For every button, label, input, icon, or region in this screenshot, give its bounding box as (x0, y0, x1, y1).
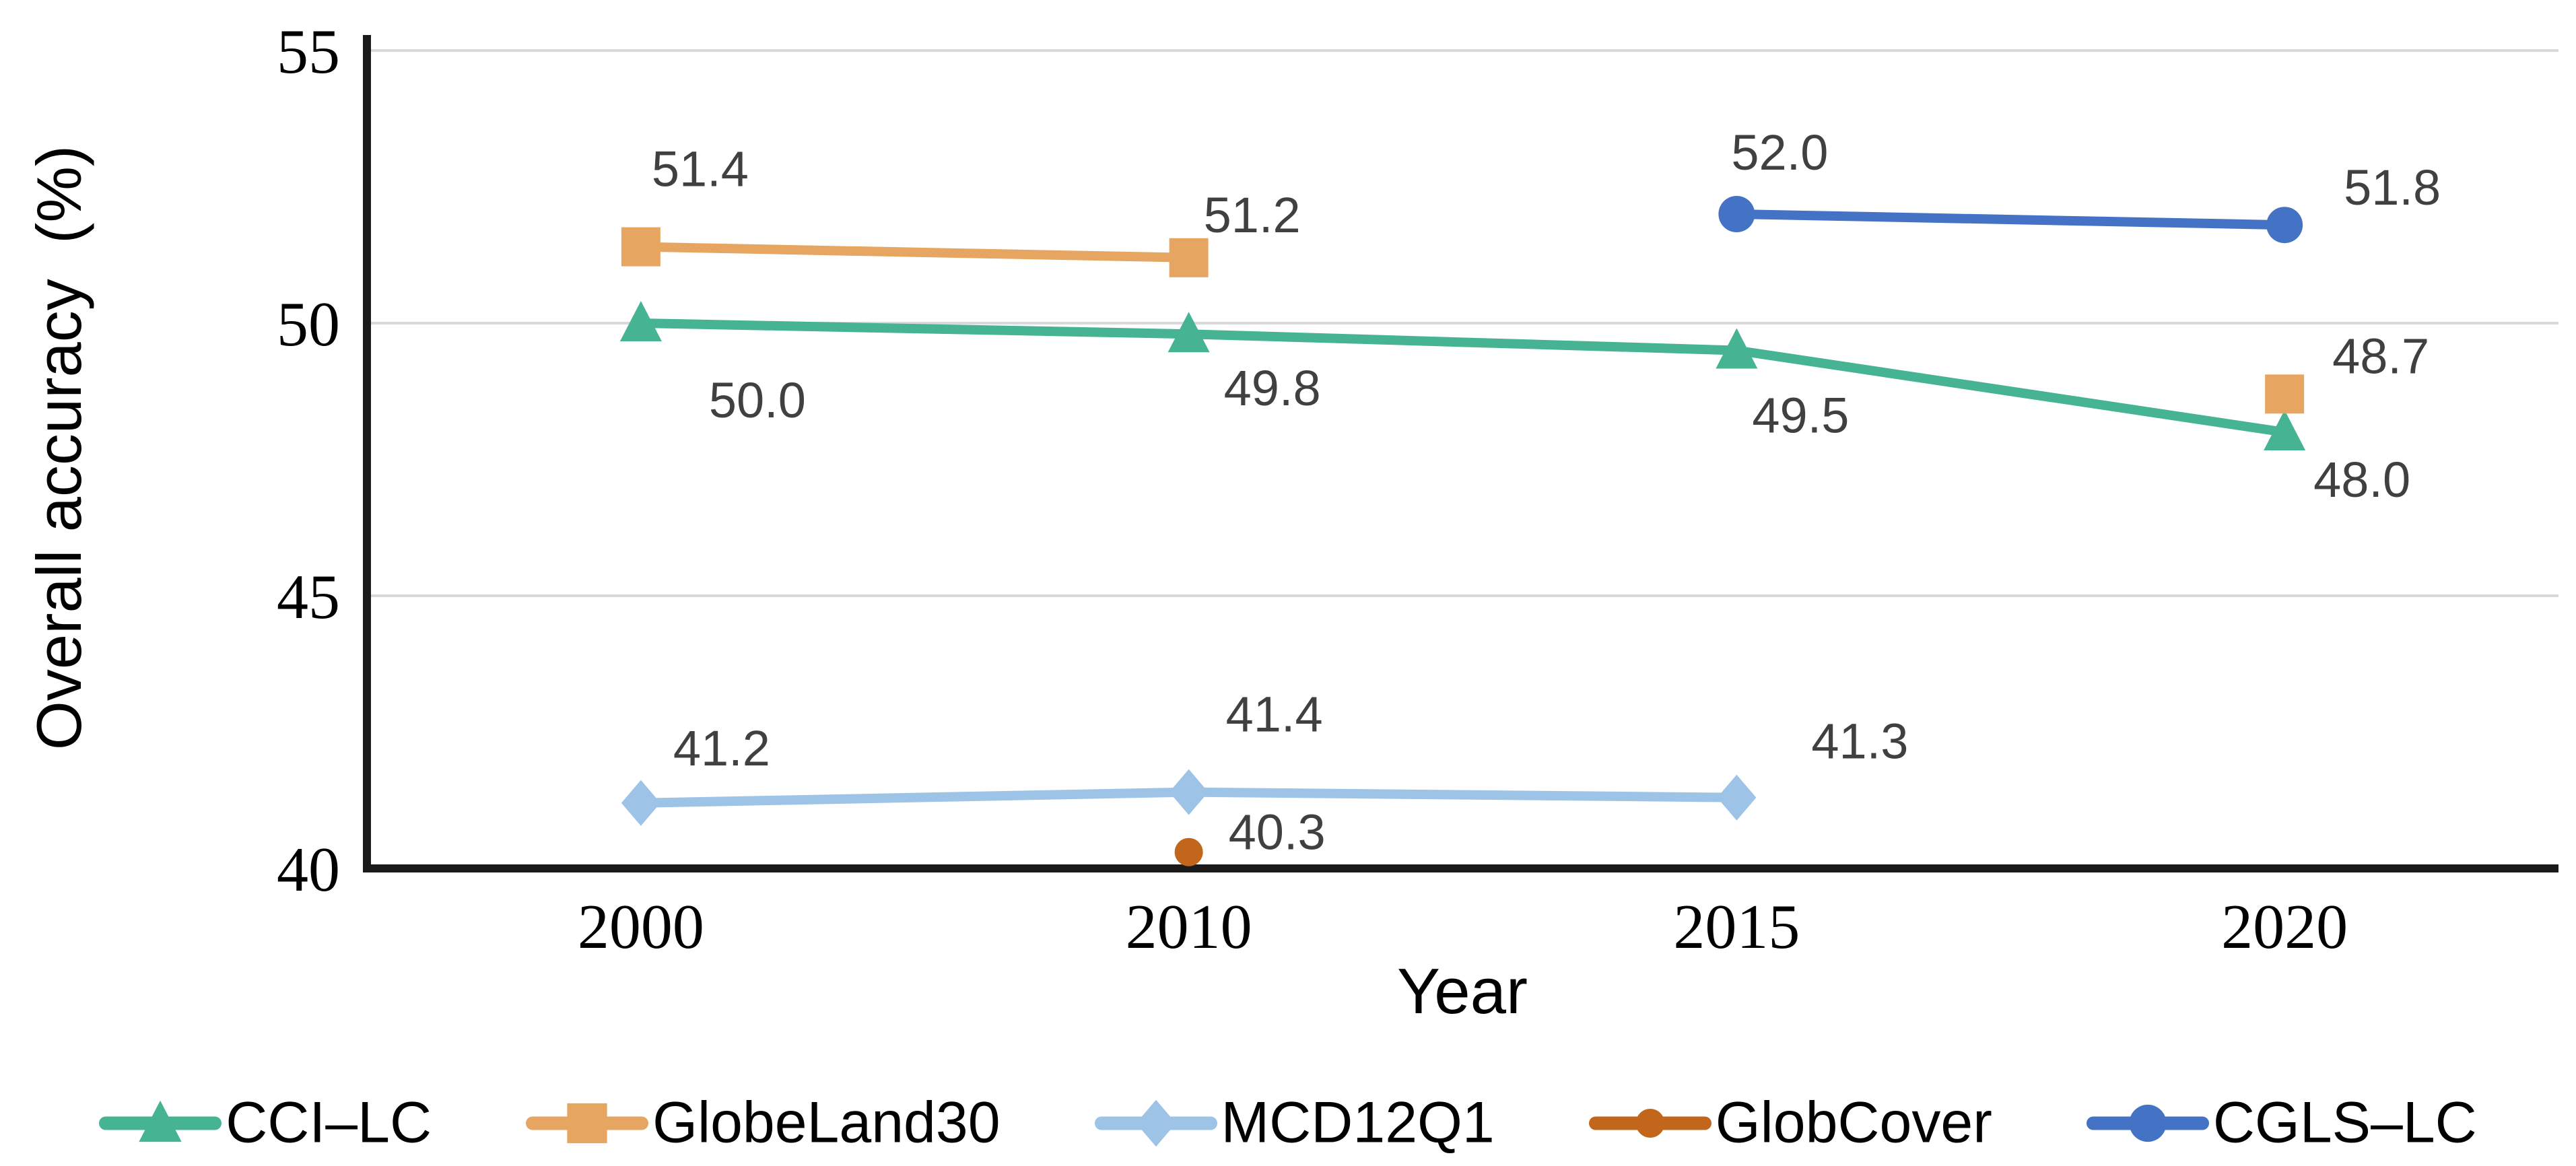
legend-label-globeland30: GlobeLand30 (652, 1090, 1001, 1155)
legend-swatch-globcover (1588, 1092, 1711, 1154)
legend-label-cgls-lc: CGLS–LC (2212, 1090, 2477, 1155)
diamond-marker-icon (1135, 1099, 1176, 1146)
data-label-mcd12q1-2000: 41.2 (673, 720, 770, 776)
data-label-globeland30-2000: 51.4 (652, 141, 749, 197)
legend-item-mcd12q1: MCD12Q1 (1094, 1090, 1495, 1157)
data-label-cgls-lc-2020: 51.8 (2344, 160, 2441, 215)
marker-cgls-lc-2015 (1718, 196, 1755, 232)
x-tick-label-2000: 2000 (578, 892, 704, 962)
legend-swatch-cgls-lc (2086, 1092, 2209, 1154)
y-tick-label-45: 45 (277, 562, 340, 632)
legend-item-globcover: GlobCover (1588, 1090, 1992, 1157)
legend-swatch-globeland30 (526, 1092, 649, 1154)
data-label-cci-lc-2010: 49.8 (1224, 360, 1321, 416)
y-tick-label-40: 40 (277, 835, 340, 905)
marker-cci-lc-2020 (2264, 410, 2306, 450)
legend-label-globcover: GlobCover (1715, 1090, 1992, 1155)
circle-marker-icon (2129, 1104, 2167, 1142)
series-line-globeland30 (636, 242, 1194, 263)
legend-label-mcd12q1: MCD12Q1 (1221, 1090, 1495, 1155)
marker-globeland30-2010 (1169, 238, 1209, 277)
marker-globeland30-2020 (2265, 374, 2305, 414)
y-axis-title: Overall accuracy (%) (24, 145, 94, 751)
legend-marker-cci-lc (139, 1100, 182, 1142)
series-line-cgls-lc (1732, 209, 2290, 230)
marker-cci-lc-2010 (1167, 312, 1210, 353)
data-label-cgls-lc-2015: 52.0 (1731, 125, 1828, 180)
series-line-cci-lc (636, 318, 2290, 437)
y-tick-label-55: 55 (277, 17, 340, 87)
marker-cci-lc-2000 (619, 301, 662, 341)
marker-cgls-lc-2020 (2266, 207, 2303, 244)
y-tick-label-50: 50 (277, 289, 340, 359)
x-axis-title: Year (1397, 955, 1528, 1027)
data-label-cci-lc-2020: 48.0 (2313, 452, 2410, 508)
data-label-cci-lc-2000: 50.0 (709, 372, 806, 428)
legend-label-cci-lc: CCI–LC (226, 1090, 432, 1155)
data-label-cci-lc-2015: 49.5 (1752, 388, 1849, 444)
marker-mcd12q1-2015 (1717, 774, 1757, 821)
data-label-globeland30-2020: 48.7 (2332, 328, 2429, 384)
legend-marker-globeland30 (567, 1103, 607, 1143)
legend-marker-mcd12q1 (1135, 1099, 1176, 1146)
legend: CCI–LC GlobeLand30 MCD12Q1 GlobCover (0, 1090, 2576, 1157)
data-label-mcd12q1-2010: 41.4 (1226, 687, 1323, 743)
legend-item-cci-lc: CCI–LC (99, 1090, 432, 1157)
legend-swatch-cci-lc (99, 1092, 222, 1154)
legend-item-cgls-lc: CGLS–LC (2086, 1090, 2477, 1157)
x-tick-label-2015: 2015 (1673, 892, 1800, 962)
x-tick-label-2010: 2010 (1126, 892, 1252, 962)
legend-swatch-mcd12q1 (1094, 1092, 1217, 1154)
marker-cci-lc-2015 (1716, 328, 1758, 369)
legend-item-globeland30: GlobeLand30 (526, 1090, 1001, 1157)
data-label-globcover-2010: 40.3 (1229, 804, 1326, 860)
legend-marker-cgls-lc (2129, 1104, 2167, 1142)
marker-mcd12q1-2010 (1169, 769, 1209, 815)
triangle-marker-icon (139, 1100, 182, 1142)
marker-globcover-2010 (1174, 837, 1203, 866)
legend-marker-globcover (1635, 1108, 1665, 1138)
marker-globeland30-2000 (621, 227, 660, 267)
dot-marker-icon (1635, 1108, 1665, 1138)
data-label-globeland30-2010: 51.2 (1204, 187, 1301, 243)
x-tick-label-2020: 2020 (2221, 892, 2348, 962)
data-label-mcd12q1-2015: 41.3 (1811, 714, 1908, 769)
marker-mcd12q1-2000 (621, 780, 660, 826)
square-marker-icon (567, 1103, 607, 1143)
